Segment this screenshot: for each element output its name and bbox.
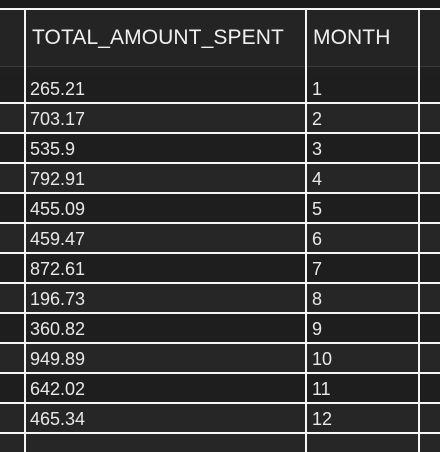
cell-month[interactable]: 5 <box>312 199 323 219</box>
cell-month[interactable]: 8 <box>312 289 323 309</box>
cell-total-amount-spent[interactable]: 196.73 <box>30 289 86 309</box>
table-row[interactable]: 949.89 10 <box>0 344 440 374</box>
cell-month[interactable]: 12 <box>312 409 333 429</box>
grid-top-border <box>0 8 440 10</box>
cell-month[interactable]: 4 <box>312 169 323 189</box>
table-row[interactable]: 703.17 2 <box>0 104 440 134</box>
cell-total-amount-spent[interactable]: 949.89 <box>30 349 86 369</box>
cell-month[interactable]: 6 <box>312 229 323 249</box>
grid-empty-area <box>0 434 440 452</box>
table-row[interactable]: 455.09 5 <box>0 194 440 224</box>
cell-month[interactable]: 11 <box>312 379 331 399</box>
cell-total-amount-spent[interactable]: 872.61 <box>30 259 86 279</box>
table-row[interactable]: 459.47 6 <box>0 224 440 254</box>
cell-month[interactable]: 2 <box>312 109 323 129</box>
cell-month[interactable]: 1 <box>312 79 323 99</box>
cell-total-amount-spent[interactable]: 265.21 <box>30 79 86 99</box>
column-header-month[interactable]: MONTH <box>313 26 391 49</box>
cell-month[interactable]: 9 <box>312 319 323 339</box>
cell-month[interactable]: 7 <box>312 259 323 279</box>
cell-total-amount-spent[interactable]: 360.82 <box>30 319 86 339</box>
table-row[interactable]: 265.21 1 <box>0 74 440 104</box>
grid-top-strip <box>0 0 440 10</box>
column-divider-left[interactable] <box>24 10 26 452</box>
table-row[interactable]: 465.34 12 <box>0 404 440 434</box>
cell-total-amount-spent[interactable]: 703.17 <box>30 109 86 129</box>
cell-total-amount-spent[interactable]: 535.9 <box>30 139 76 159</box>
table-row[interactable]: 872.61 7 <box>0 254 440 284</box>
table-row[interactable]: 535.9 3 <box>0 134 440 164</box>
table-row[interactable]: 792.91 4 <box>0 164 440 194</box>
cell-month[interactable]: 3 <box>312 139 323 159</box>
column-header-total-amount-spent[interactable]: TOTAL_AMOUNT_SPENT <box>32 26 284 49</box>
table-row[interactable]: 642.02 11 <box>0 374 440 404</box>
cell-month[interactable]: 10 <box>312 349 333 369</box>
cell-total-amount-spent[interactable]: 465.34 <box>30 409 86 429</box>
cell-total-amount-spent[interactable]: 459.47 <box>30 229 86 249</box>
table-row[interactable]: 360.82 9 <box>0 314 440 344</box>
cell-total-amount-spent[interactable]: 792.91 <box>30 169 86 189</box>
cell-total-amount-spent[interactable]: 642.02 <box>30 379 86 399</box>
column-divider-right[interactable] <box>418 10 420 452</box>
grid-header: TOTAL_AMOUNT_SPENT MONTH <box>0 10 440 67</box>
cell-total-amount-spent[interactable]: 455.09 <box>30 199 86 219</box>
table-row[interactable]: 196.73 8 <box>0 284 440 314</box>
column-divider-middle[interactable] <box>305 10 307 452</box>
